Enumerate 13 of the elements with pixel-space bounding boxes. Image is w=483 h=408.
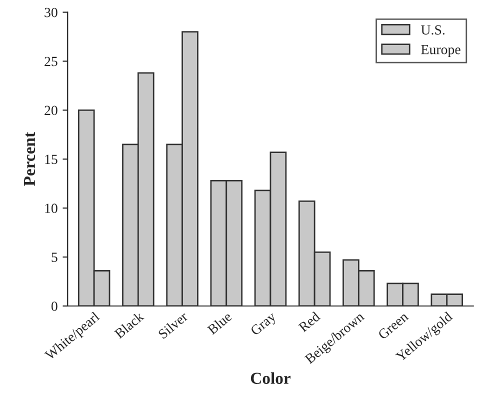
legend-label: Europe [421, 44, 460, 58]
y-tick-label: 20 [44, 106, 58, 116]
y-tick-label: 0 [51, 302, 58, 311]
x-tick-label: Gray [250, 311, 279, 338]
y-tick-label: 30 [44, 8, 58, 18]
y-axis-title: Percent [24, 132, 36, 186]
legend-label: U.S. [421, 25, 445, 35]
y-tick-label: 10 [45, 204, 58, 214]
x-axis-title: Color [250, 372, 290, 384]
y-tick-label: 5 [52, 252, 58, 262]
x-tick-label: Blue [206, 311, 232, 335]
y-tick-label: 25 [44, 56, 58, 66]
y-tick-label: 15 [45, 154, 58, 164]
